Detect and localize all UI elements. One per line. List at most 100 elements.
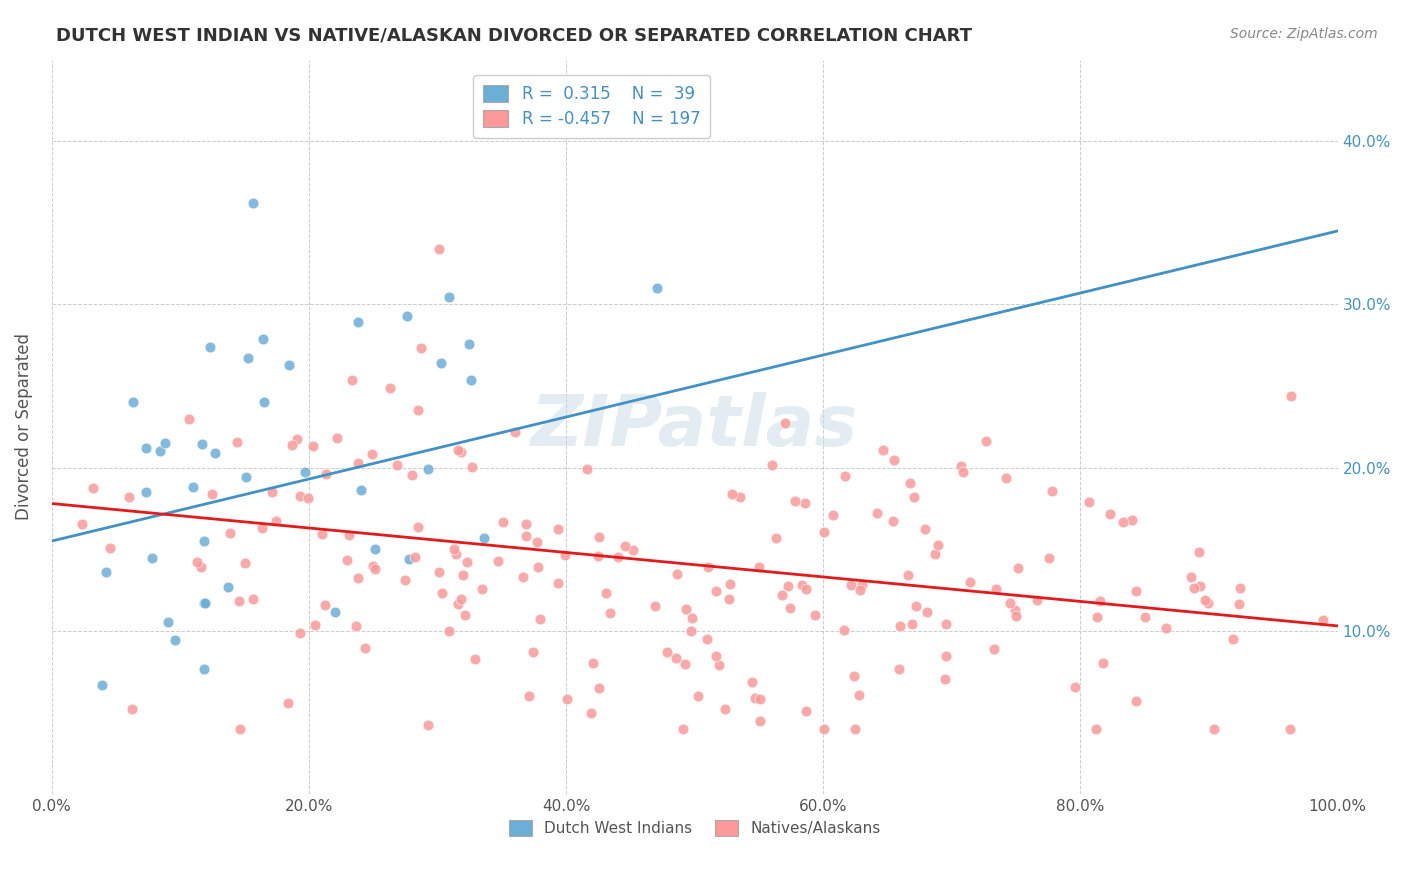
Point xyxy=(1092,657,1115,671)
Point xyxy=(696,632,718,646)
Text: Source: ZipAtlas.com: Source: ZipAtlas.com xyxy=(1230,27,1378,41)
Point xyxy=(1000,596,1022,610)
Point xyxy=(464,652,486,666)
Point xyxy=(515,516,537,531)
Point xyxy=(288,626,311,640)
Point xyxy=(813,524,835,539)
Point xyxy=(242,195,264,210)
Point xyxy=(783,494,806,508)
Point xyxy=(1085,609,1108,624)
Point xyxy=(744,690,766,705)
Point xyxy=(672,722,695,736)
Point xyxy=(471,582,494,596)
Point xyxy=(655,645,678,659)
Point xyxy=(235,470,257,484)
Point xyxy=(848,688,870,702)
Point xyxy=(1084,722,1107,736)
Point xyxy=(233,556,256,570)
Point xyxy=(554,549,576,563)
Point xyxy=(70,516,93,531)
Point xyxy=(454,607,477,622)
Point xyxy=(486,554,509,568)
Point xyxy=(1154,621,1177,635)
Point xyxy=(458,336,481,351)
Point xyxy=(792,578,814,592)
Point xyxy=(447,597,470,611)
Point xyxy=(1279,389,1302,403)
Point xyxy=(285,432,308,446)
Point xyxy=(588,530,610,544)
Point xyxy=(721,487,744,501)
Point xyxy=(409,342,432,356)
Point xyxy=(778,579,800,593)
Point xyxy=(451,568,474,582)
Point xyxy=(346,315,368,329)
Point xyxy=(872,442,894,457)
Point xyxy=(491,515,513,529)
Point xyxy=(472,531,495,545)
Point xyxy=(897,567,920,582)
Point xyxy=(432,586,454,600)
Point xyxy=(396,310,419,324)
Point xyxy=(866,507,889,521)
Point xyxy=(681,624,703,639)
Point xyxy=(903,490,925,504)
Point xyxy=(607,550,630,565)
Point xyxy=(1004,608,1026,623)
Point xyxy=(394,574,416,588)
Point xyxy=(406,402,429,417)
Point xyxy=(450,445,472,459)
Point xyxy=(666,567,689,582)
Point xyxy=(165,633,187,648)
Point xyxy=(96,566,118,580)
Point xyxy=(522,645,544,659)
Point xyxy=(775,416,797,430)
Point xyxy=(1090,594,1112,608)
Y-axis label: Divorced or Separated: Divorced or Separated xyxy=(15,334,32,520)
Point xyxy=(526,535,548,549)
Point xyxy=(204,446,226,460)
Point xyxy=(193,534,215,549)
Point xyxy=(898,475,921,490)
Point xyxy=(832,623,855,637)
Point xyxy=(889,662,911,676)
Point xyxy=(181,480,204,494)
Point xyxy=(588,681,610,695)
Point xyxy=(153,436,176,450)
Point xyxy=(385,458,408,472)
Point xyxy=(193,596,215,610)
Point xyxy=(288,489,311,503)
Point xyxy=(1197,596,1219,610)
Point xyxy=(1098,508,1121,522)
Point xyxy=(118,490,141,504)
Point xyxy=(794,496,817,510)
Point xyxy=(157,615,180,629)
Point xyxy=(294,465,316,479)
Point xyxy=(794,582,817,596)
Point xyxy=(1229,582,1251,596)
Point xyxy=(297,491,319,505)
Point xyxy=(242,591,264,606)
Point xyxy=(460,373,482,387)
Point xyxy=(889,619,911,633)
Point xyxy=(1038,551,1060,566)
Point xyxy=(250,521,273,535)
Point xyxy=(849,583,872,598)
Point xyxy=(361,559,384,574)
Point xyxy=(794,705,817,719)
Point xyxy=(547,523,569,537)
Point xyxy=(748,559,770,574)
Point xyxy=(804,607,827,622)
Point xyxy=(340,374,363,388)
Point xyxy=(200,340,222,354)
Point xyxy=(515,529,537,543)
Point xyxy=(304,617,326,632)
Point xyxy=(883,452,905,467)
Point xyxy=(1222,632,1244,647)
Point xyxy=(749,714,772,729)
Point xyxy=(761,458,783,473)
Point xyxy=(575,461,598,475)
Point xyxy=(1077,494,1099,508)
Point xyxy=(225,434,247,449)
Point xyxy=(959,574,981,589)
